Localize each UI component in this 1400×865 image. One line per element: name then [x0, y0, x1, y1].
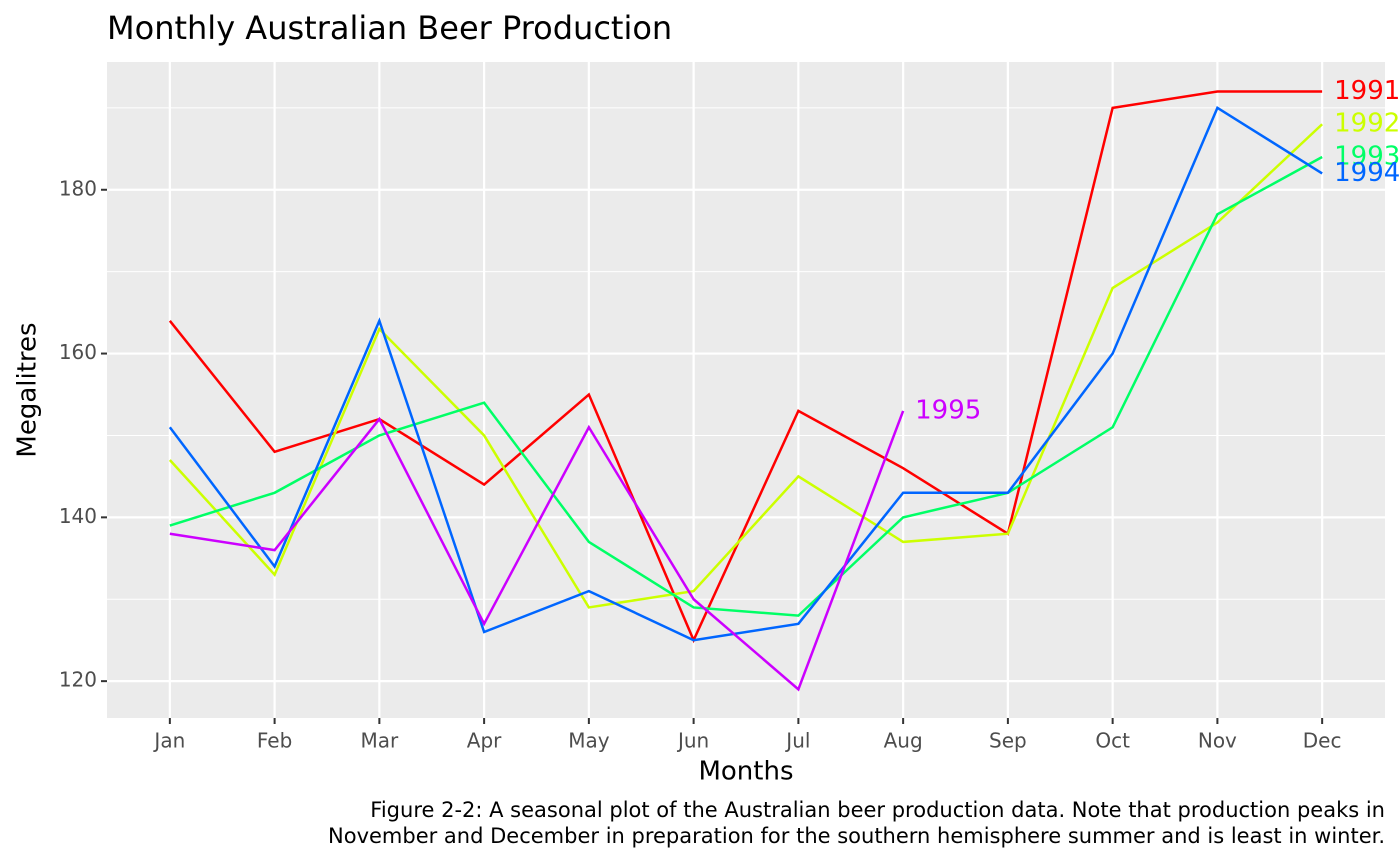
- series-line: [168, 123, 1324, 609]
- y-tick-label: 160: [59, 340, 97, 364]
- x-tick-label: Sep: [989, 729, 1027, 753]
- series-line: [169, 155, 1323, 617]
- series-label: 1994: [1334, 158, 1400, 188]
- x-tick-label: Jul: [784, 729, 810, 753]
- x-tick-label: Nov: [1198, 729, 1237, 753]
- y-tick-label: 180: [59, 176, 97, 200]
- series-label: 1992: [1334, 109, 1400, 139]
- x-tick-label: Jun: [676, 729, 709, 753]
- x-tick-label: Apr: [467, 729, 502, 753]
- series-line: [169, 410, 905, 692]
- x-tick-label: Feb: [257, 729, 292, 753]
- series-line: [168, 106, 1323, 642]
- series-label: 1995: [915, 395, 981, 425]
- y-axis-title: Megalitres: [13, 322, 43, 457]
- x-tick-label: Oct: [1095, 729, 1130, 753]
- caption: Figure 2-2: A seasonal plot of the Austr…: [370, 798, 1385, 822]
- series-label: 1991: [1334, 76, 1400, 106]
- x-axis-title: Months: [698, 757, 793, 787]
- x-tick-label: Aug: [884, 729, 923, 753]
- caption: November and December in preparation for…: [328, 824, 1385, 848]
- y-tick-label: 140: [59, 504, 97, 528]
- x-tick-label: Dec: [1303, 729, 1342, 753]
- y-tick-label: 120: [59, 668, 97, 692]
- panel: [107, 62, 1385, 718]
- x-tick-label: Mar: [360, 729, 399, 753]
- series-label: 1993: [1334, 142, 1400, 172]
- x-tick-label: May: [568, 729, 610, 753]
- chart-title: Monthly Australian Beer Production: [107, 9, 672, 47]
- x-tick-label: Jan: [152, 729, 185, 753]
- series-line: [168, 90, 1323, 644]
